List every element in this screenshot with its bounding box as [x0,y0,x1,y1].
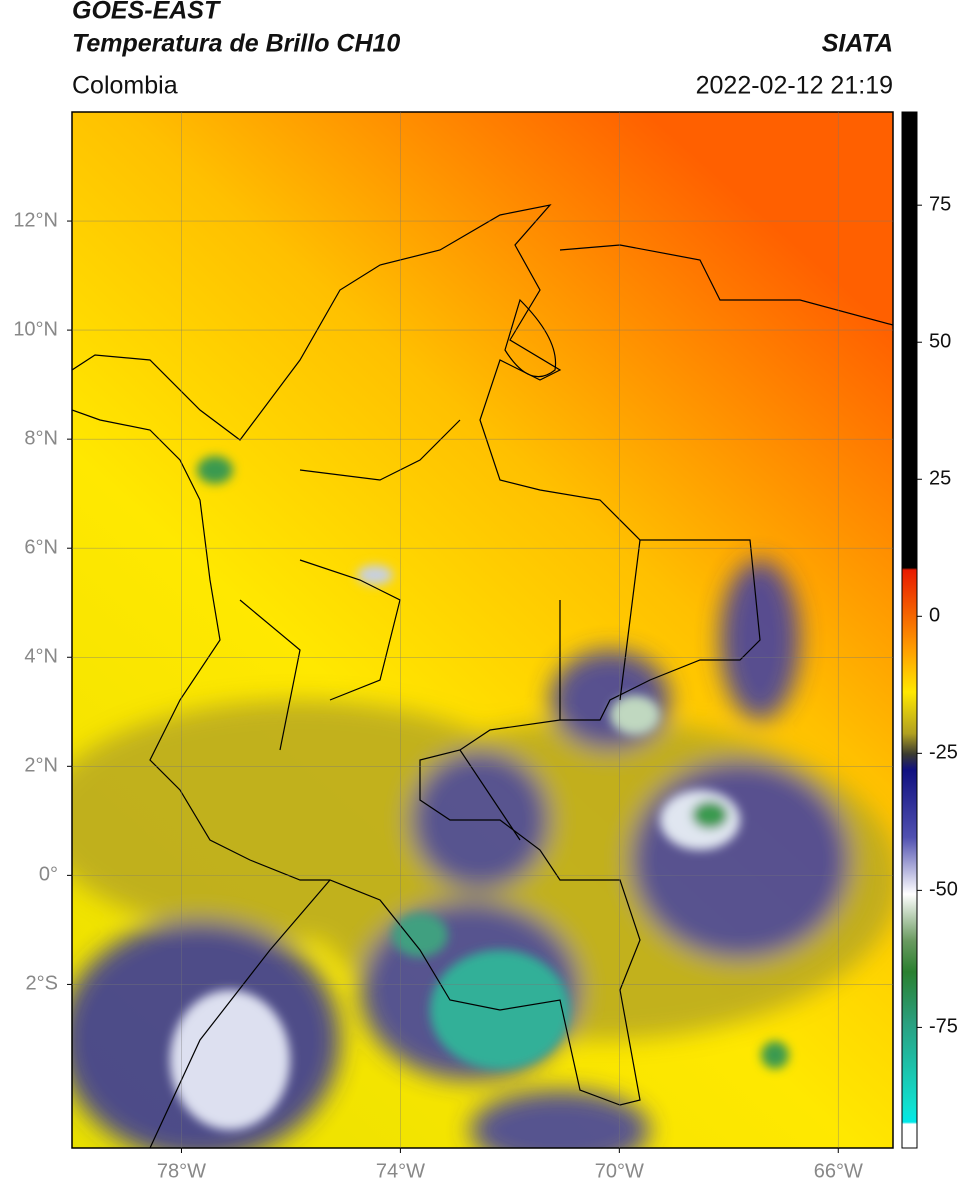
y-tick-label: 8°N [24,427,58,449]
map-axes: 78°W 74°W 70°W 66°W 12°N 10°N 8°N 6°N 4°N 2°N 0° 2°… [13,112,893,1182]
y-tick-label: 4°N [24,646,58,668]
source: SIATA [822,30,893,58]
colorbar [901,111,918,1149]
colorbar-tick-label: 50 [929,331,951,353]
y-tick-label: 6°N [24,536,58,558]
colorbar-tick-label: 0 [929,605,940,627]
title: GOES-EAST [72,0,222,25]
colorbar-tick-label: 75 [929,193,951,215]
colorbar-tick-label: -75 [929,1016,958,1038]
colorbar-tick-label: -25 [929,742,958,764]
x-tick-label: 66°W [814,1160,863,1182]
y-tick-label: 2°N [24,755,58,777]
y-tick-label: 2°S [26,973,58,995]
x-tick-label: 74°W [376,1160,425,1182]
x-tick-label: 78°W [157,1160,206,1182]
colorbar-axis: 75 50 25 0 -25 -50 -75 [917,193,958,1038]
satellite-image [72,112,893,1148]
y-tick-label: 10°N [13,318,58,340]
datetime: 2022-02-12 21:19 [696,72,893,100]
y-tick-label: 12°N [13,209,58,231]
colorbar-tick-label: -50 [929,879,958,901]
y-tick-label: 0° [39,864,58,886]
map-frame [71,111,894,1149]
x-tick-label: 70°W [595,1160,644,1182]
region: Colombia [72,72,178,100]
colorbar-tick-label: 25 [929,468,951,490]
subtitle: Temperatura de Brillo CH10 [72,30,400,58]
